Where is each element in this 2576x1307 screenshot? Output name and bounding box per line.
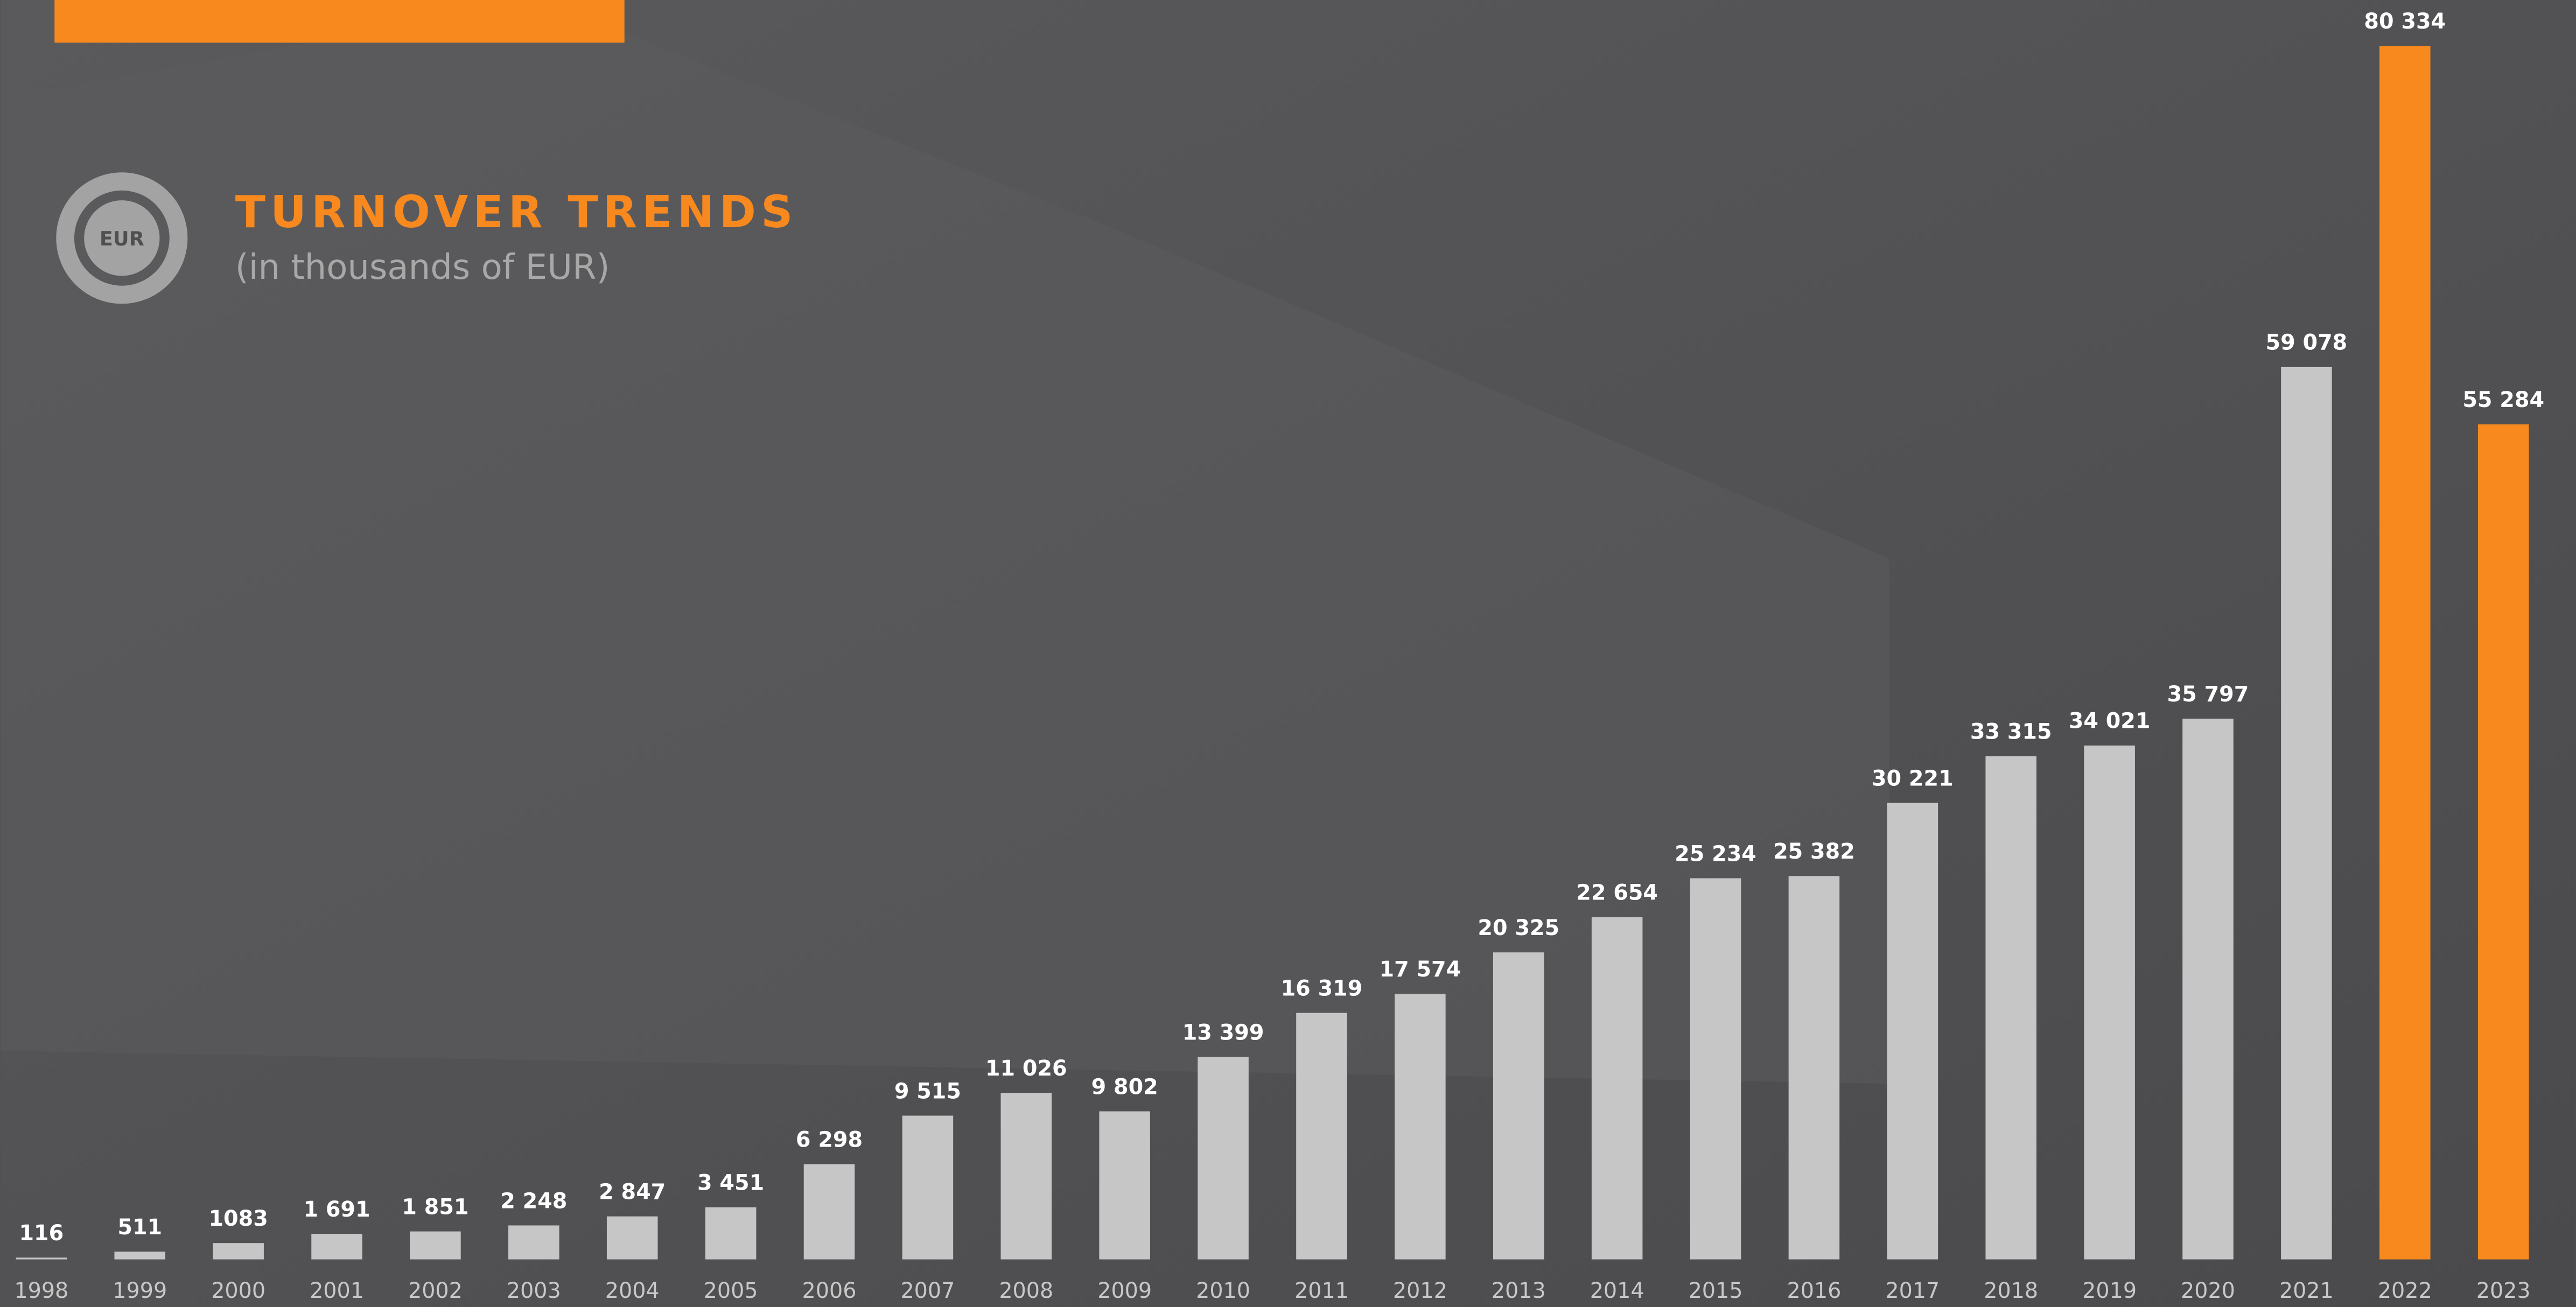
value-label: 6 298 <box>796 1128 863 1153</box>
value-label: 20 325 <box>1478 916 1559 940</box>
value-label: 59 078 <box>2266 331 2348 355</box>
bar <box>606 1216 658 1260</box>
x-tick-label: 1998 <box>14 1278 68 1303</box>
bar <box>1788 876 1840 1260</box>
value-label: 55 284 <box>2462 388 2544 412</box>
x-tick-label: 2015 <box>1689 1278 1743 1303</box>
chart-title: TURNOVER TRENDS <box>235 187 798 238</box>
value-label: 2 248 <box>500 1189 567 1213</box>
bar <box>1690 878 1741 1260</box>
value-label: 116 <box>19 1221 64 1246</box>
value-label: 25 234 <box>1675 841 1756 866</box>
x-tick-label: 2009 <box>1097 1278 1152 1303</box>
value-label: 13 399 <box>1182 1020 1264 1045</box>
value-label: 16 319 <box>1281 976 1363 1001</box>
bar <box>1395 994 1446 1260</box>
x-tick-label: 2012 <box>1393 1278 1447 1303</box>
building-backdrop <box>0 0 1889 1084</box>
x-tick-label: 2018 <box>1984 1278 2038 1303</box>
icon-ring <box>74 190 170 286</box>
value-label: 1 851 <box>402 1194 468 1219</box>
value-label: 11 026 <box>985 1056 1067 1081</box>
value-label: 9 515 <box>894 1079 961 1104</box>
icon-label: EUR <box>100 227 144 250</box>
value-label: 9 802 <box>1091 1074 1158 1099</box>
bar <box>1198 1057 1249 1260</box>
x-tick-label: 2013 <box>1492 1278 1546 1303</box>
bar <box>2379 46 2431 1260</box>
x-tick-label: 2003 <box>507 1278 561 1303</box>
x-tick-label: 2005 <box>704 1278 758 1303</box>
x-tick-label: 2021 <box>2279 1278 2334 1303</box>
bar <box>1099 1111 1150 1260</box>
x-tick-label: 2022 <box>2378 1278 2432 1303</box>
x-tick-label: 2008 <box>999 1278 1053 1303</box>
value-label: 80 334 <box>2364 9 2446 34</box>
x-tick-label: 2020 <box>2181 1278 2235 1303</box>
bar <box>508 1225 559 1260</box>
bar <box>902 1115 954 1260</box>
x-tick-label: 2000 <box>211 1278 265 1303</box>
x-tick-label: 2001 <box>310 1278 364 1303</box>
bar <box>2084 745 2135 1260</box>
value-label: 1 691 <box>303 1197 370 1222</box>
bar <box>114 1252 166 1260</box>
x-tick-label: 2004 <box>605 1278 660 1303</box>
bar <box>213 1243 264 1260</box>
bar <box>410 1231 461 1260</box>
bar <box>2477 424 2529 1260</box>
bar <box>705 1207 757 1260</box>
value-label: 30 221 <box>1872 766 1954 791</box>
bar <box>803 1164 855 1260</box>
x-tick-label: 2014 <box>1590 1278 1644 1303</box>
x-tick-label: 2016 <box>1787 1278 1841 1303</box>
bar <box>1493 952 1544 1260</box>
accent-bar <box>54 0 625 43</box>
bar <box>1000 1093 1052 1260</box>
bar <box>1296 1013 1347 1260</box>
x-tick-label: 2002 <box>408 1278 463 1303</box>
value-label: 2 847 <box>599 1179 666 1204</box>
x-tick-label: 2007 <box>900 1278 955 1303</box>
bar <box>2182 719 2234 1260</box>
value-label: 34 021 <box>2069 709 2151 734</box>
bar <box>1887 803 1938 1260</box>
value-label: 3 451 <box>697 1171 764 1196</box>
value-label: 25 382 <box>1773 839 1855 864</box>
bar <box>1591 917 1643 1260</box>
x-tick-label: 2023 <box>2476 1278 2531 1303</box>
bar <box>2281 367 2332 1260</box>
value-label: 22 654 <box>1576 881 1658 905</box>
x-tick-label: 1999 <box>113 1278 167 1303</box>
x-tick-label: 2006 <box>802 1278 857 1303</box>
bar <box>1985 756 2036 1260</box>
x-tick-label: 2011 <box>1294 1278 1349 1303</box>
value-label: 511 <box>117 1215 162 1240</box>
value-label: 17 574 <box>1380 957 1461 982</box>
bar <box>311 1234 362 1260</box>
x-tick-label: 2010 <box>1196 1278 1250 1303</box>
value-label: 33 315 <box>1970 720 2052 744</box>
x-tick-label: 2019 <box>2082 1278 2137 1303</box>
value-label: 35 797 <box>2167 682 2249 707</box>
x-tick-label: 2017 <box>1885 1278 1940 1303</box>
value-label: 1083 <box>208 1206 268 1231</box>
bar <box>16 1257 67 1260</box>
chart-subtitle: (in thousands of EUR) <box>235 248 610 287</box>
